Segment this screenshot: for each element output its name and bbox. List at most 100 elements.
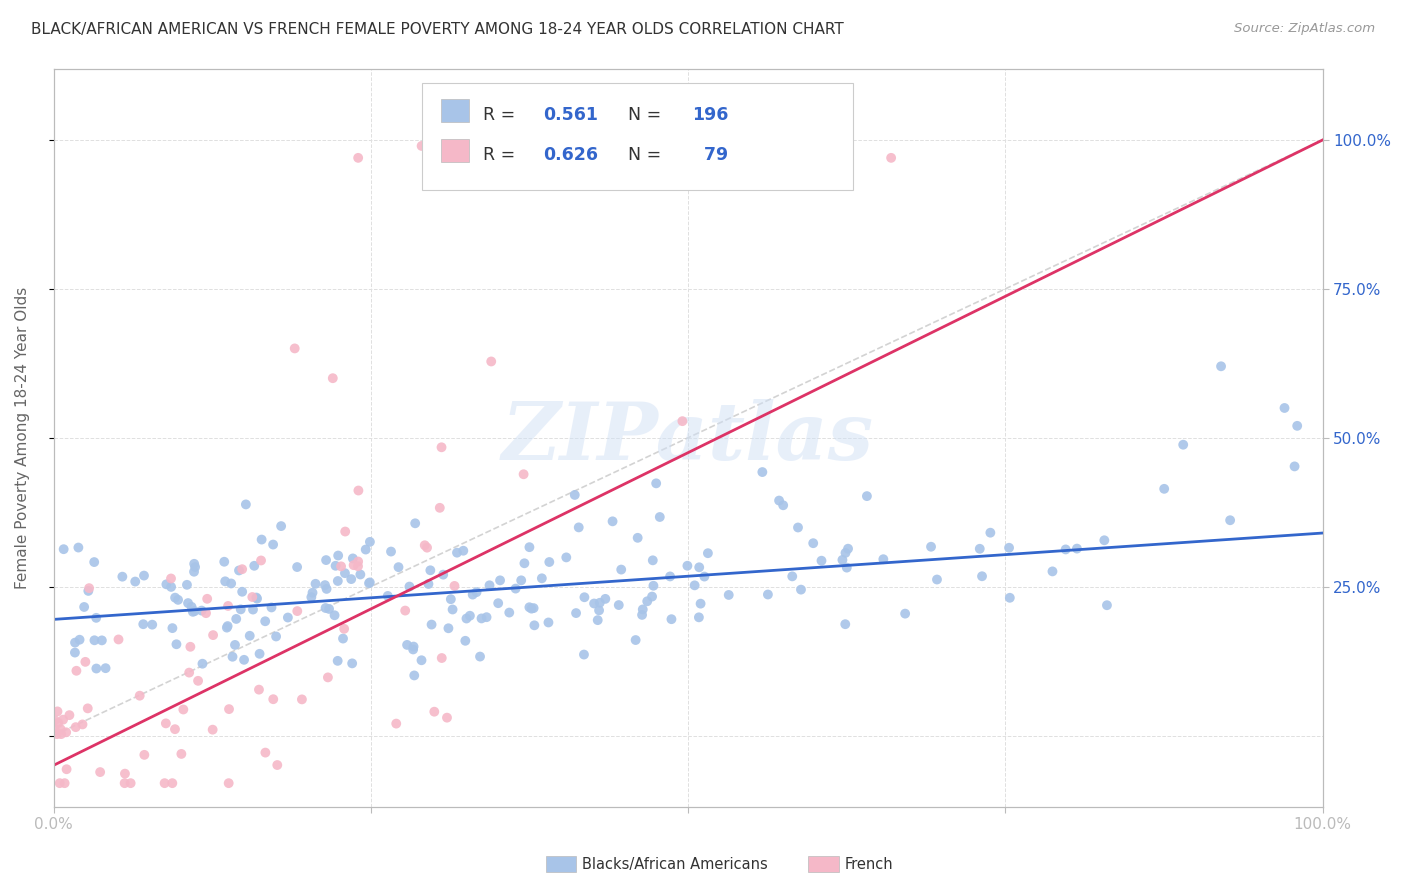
Point	[153, 776, 176, 790]
Point	[63, 635, 86, 649]
Point	[1219, 513, 1241, 527]
Point	[218, 702, 240, 716]
Point	[688, 560, 710, 574]
Point	[170, 747, 193, 761]
Point	[323, 608, 346, 623]
Point	[643, 579, 665, 593]
Point	[790, 582, 813, 597]
Point	[249, 647, 271, 661]
Point	[394, 604, 416, 618]
Point	[429, 500, 451, 515]
Point	[486, 596, 509, 610]
Point	[51, 727, 73, 741]
Text: French: French	[845, 857, 894, 871]
Text: N =: N =	[628, 146, 668, 164]
Point	[979, 525, 1001, 540]
Point	[586, 613, 609, 627]
Point	[404, 516, 426, 531]
Point	[277, 610, 299, 624]
Point	[183, 604, 205, 618]
Point	[661, 612, 683, 626]
Point	[555, 550, 578, 565]
Point	[402, 642, 425, 657]
Point	[332, 632, 354, 646]
Point	[641, 553, 664, 567]
Point	[347, 559, 370, 574]
Point	[325, 558, 347, 573]
Point	[387, 560, 409, 574]
Text: R =: R =	[482, 146, 520, 164]
Point	[55, 725, 77, 739]
Point	[432, 567, 454, 582]
Point	[326, 654, 349, 668]
Point	[44, 722, 66, 736]
Point	[89, 765, 111, 780]
Point	[411, 653, 433, 667]
Point	[217, 619, 239, 633]
Point	[458, 608, 481, 623]
Point	[217, 599, 239, 613]
Point	[357, 576, 380, 591]
Point	[111, 569, 134, 583]
Point	[441, 602, 464, 616]
Point	[155, 716, 177, 731]
Point	[314, 578, 336, 592]
Point	[607, 598, 630, 612]
Point	[498, 606, 520, 620]
Point	[688, 610, 710, 624]
Point	[453, 543, 475, 558]
Point	[318, 602, 340, 616]
Text: Source: ZipAtlas.com: Source: ZipAtlas.com	[1234, 22, 1375, 36]
Text: Blacks/African Americans: Blacks/African Americans	[582, 857, 768, 871]
Point	[354, 542, 377, 557]
Point	[835, 560, 858, 574]
Point	[404, 668, 426, 682]
Point	[77, 583, 100, 598]
Point	[478, 578, 501, 592]
Point	[683, 578, 706, 592]
Point	[343, 558, 366, 573]
Text: 0.561: 0.561	[544, 106, 599, 124]
Point	[76, 701, 98, 715]
Point	[756, 587, 779, 601]
Point	[446, 546, 468, 560]
Point	[250, 553, 273, 567]
Point	[84, 611, 107, 625]
Text: 0.626: 0.626	[544, 146, 599, 164]
Point	[468, 649, 491, 664]
Point	[347, 151, 370, 165]
Point	[233, 653, 256, 667]
Point	[299, 590, 322, 604]
Point	[46, 727, 69, 741]
Point	[235, 497, 257, 511]
Point	[437, 621, 460, 635]
Point	[1274, 401, 1296, 415]
Point	[894, 607, 917, 621]
Point	[94, 661, 117, 675]
Point	[179, 640, 201, 654]
Point	[1284, 459, 1306, 474]
Point	[69, 632, 91, 647]
Point	[284, 342, 307, 356]
Point	[262, 692, 284, 706]
Point	[180, 599, 202, 614]
Point	[214, 574, 236, 589]
Point	[349, 567, 371, 582]
Point	[132, 617, 155, 632]
Point	[385, 716, 408, 731]
Point	[44, 713, 66, 727]
Point	[768, 493, 790, 508]
Point	[523, 618, 546, 632]
Point	[831, 553, 853, 567]
Point	[65, 664, 87, 678]
Point	[246, 591, 269, 606]
Point	[55, 762, 77, 776]
Point	[443, 579, 465, 593]
Point	[538, 555, 561, 569]
Point	[264, 630, 287, 644]
Point	[413, 538, 436, 552]
Point	[430, 440, 453, 454]
Point	[347, 483, 370, 498]
Point	[215, 621, 238, 635]
Point	[568, 520, 591, 534]
